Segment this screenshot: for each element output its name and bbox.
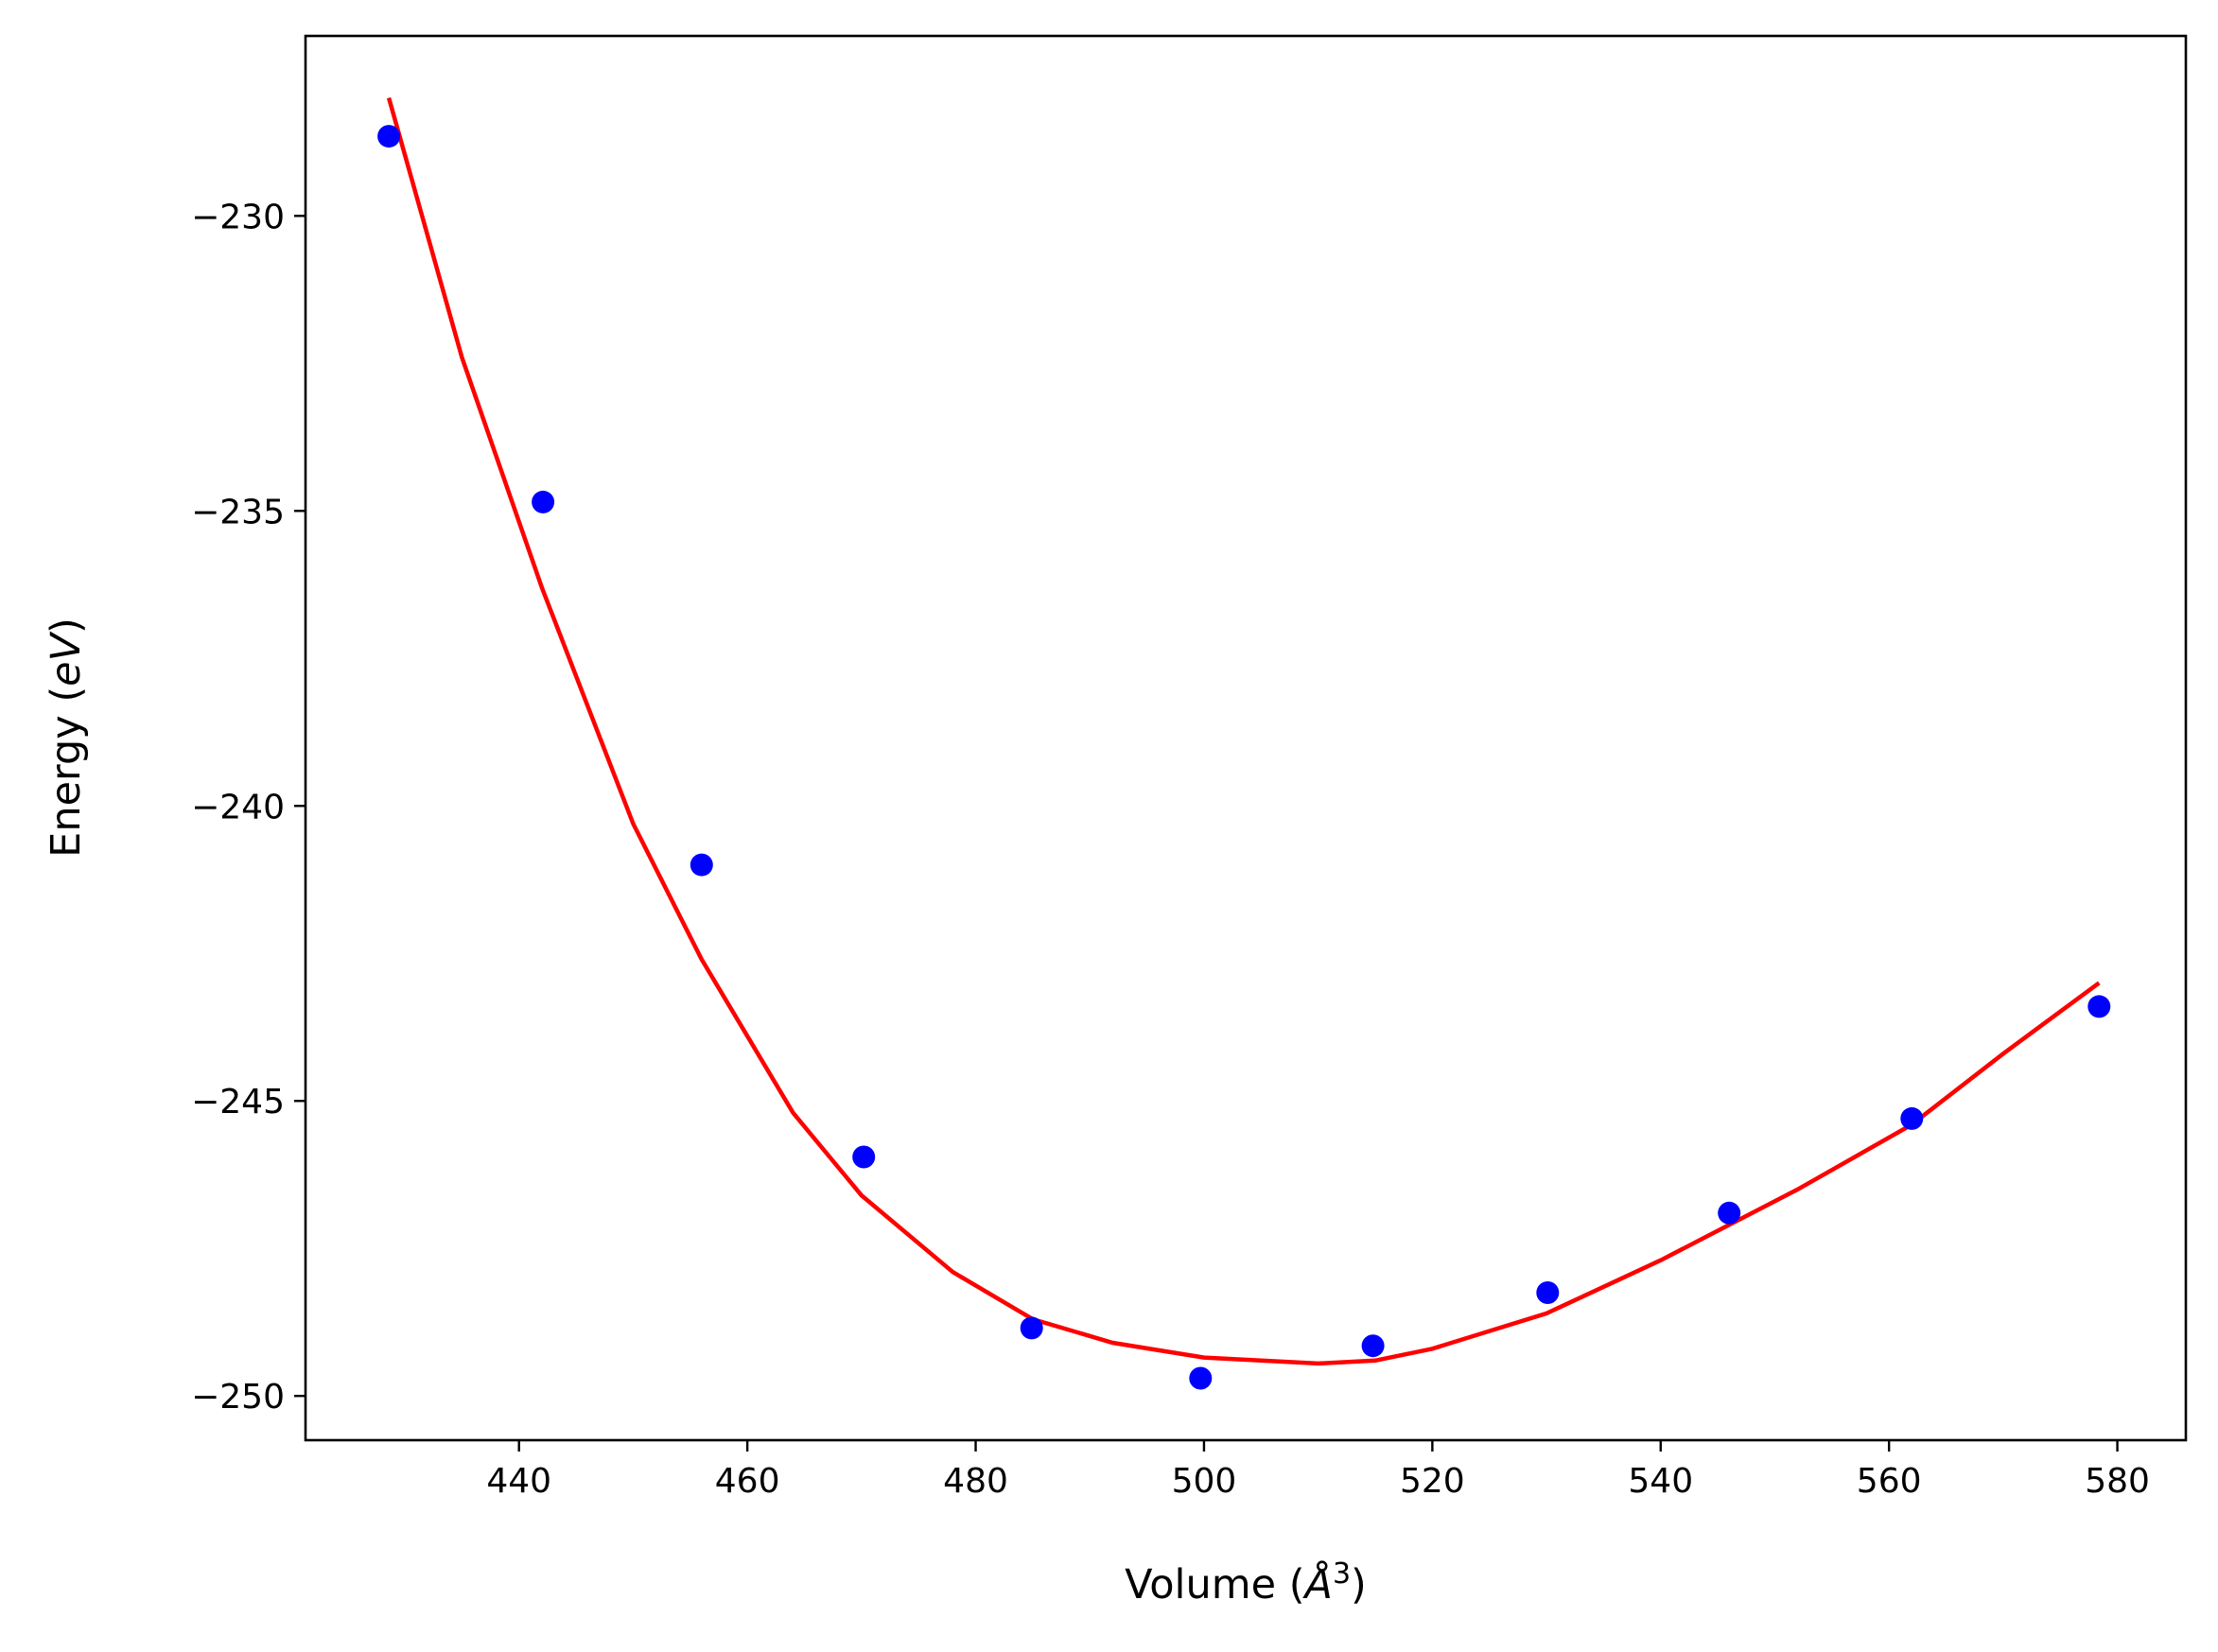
data-point (1900, 1106, 1924, 1130)
x-tick-label: 580 (2085, 1462, 2150, 1501)
x-tick-label: 480 (943, 1462, 1008, 1501)
data-point (852, 1145, 876, 1169)
data-point (1020, 1316, 1043, 1340)
x-tick-label: 540 (1628, 1462, 1693, 1501)
x-axis-title: Volume (Å3) (1125, 1557, 1367, 1609)
data-point (1189, 1366, 1213, 1390)
x-tick-label: 500 (1172, 1462, 1237, 1501)
x-tick-label: 460 (715, 1462, 780, 1501)
x-tick-label: 520 (1400, 1462, 1465, 1501)
x-axis: 440 460 480 500 520 540 560 580 (486, 1440, 2150, 1501)
y-tick-label: −250 (191, 1378, 285, 1417)
plot-area (377, 96, 2111, 1390)
y-tick-label: −235 (191, 493, 285, 531)
y-axis-title: Energy (eV) (43, 617, 90, 858)
y-tick-label: −230 (191, 198, 285, 236)
y-axis: −230 −235 −240 −245 −250 (191, 198, 306, 1417)
fit-curve (386, 96, 2101, 1366)
data-point (377, 125, 401, 148)
y-tick-label: −245 (191, 1083, 285, 1122)
plot-frame (304, 34, 2188, 1442)
data-point (532, 490, 555, 513)
data-point (1718, 1201, 1741, 1225)
y-tick-label: −240 (191, 788, 285, 826)
data-point (690, 853, 713, 877)
data-point (2087, 995, 2111, 1018)
x-tick-label: 440 (486, 1462, 551, 1501)
data-point (1361, 1334, 1385, 1358)
data-point (1536, 1281, 1560, 1304)
x-tick-label: 560 (1857, 1462, 1922, 1501)
